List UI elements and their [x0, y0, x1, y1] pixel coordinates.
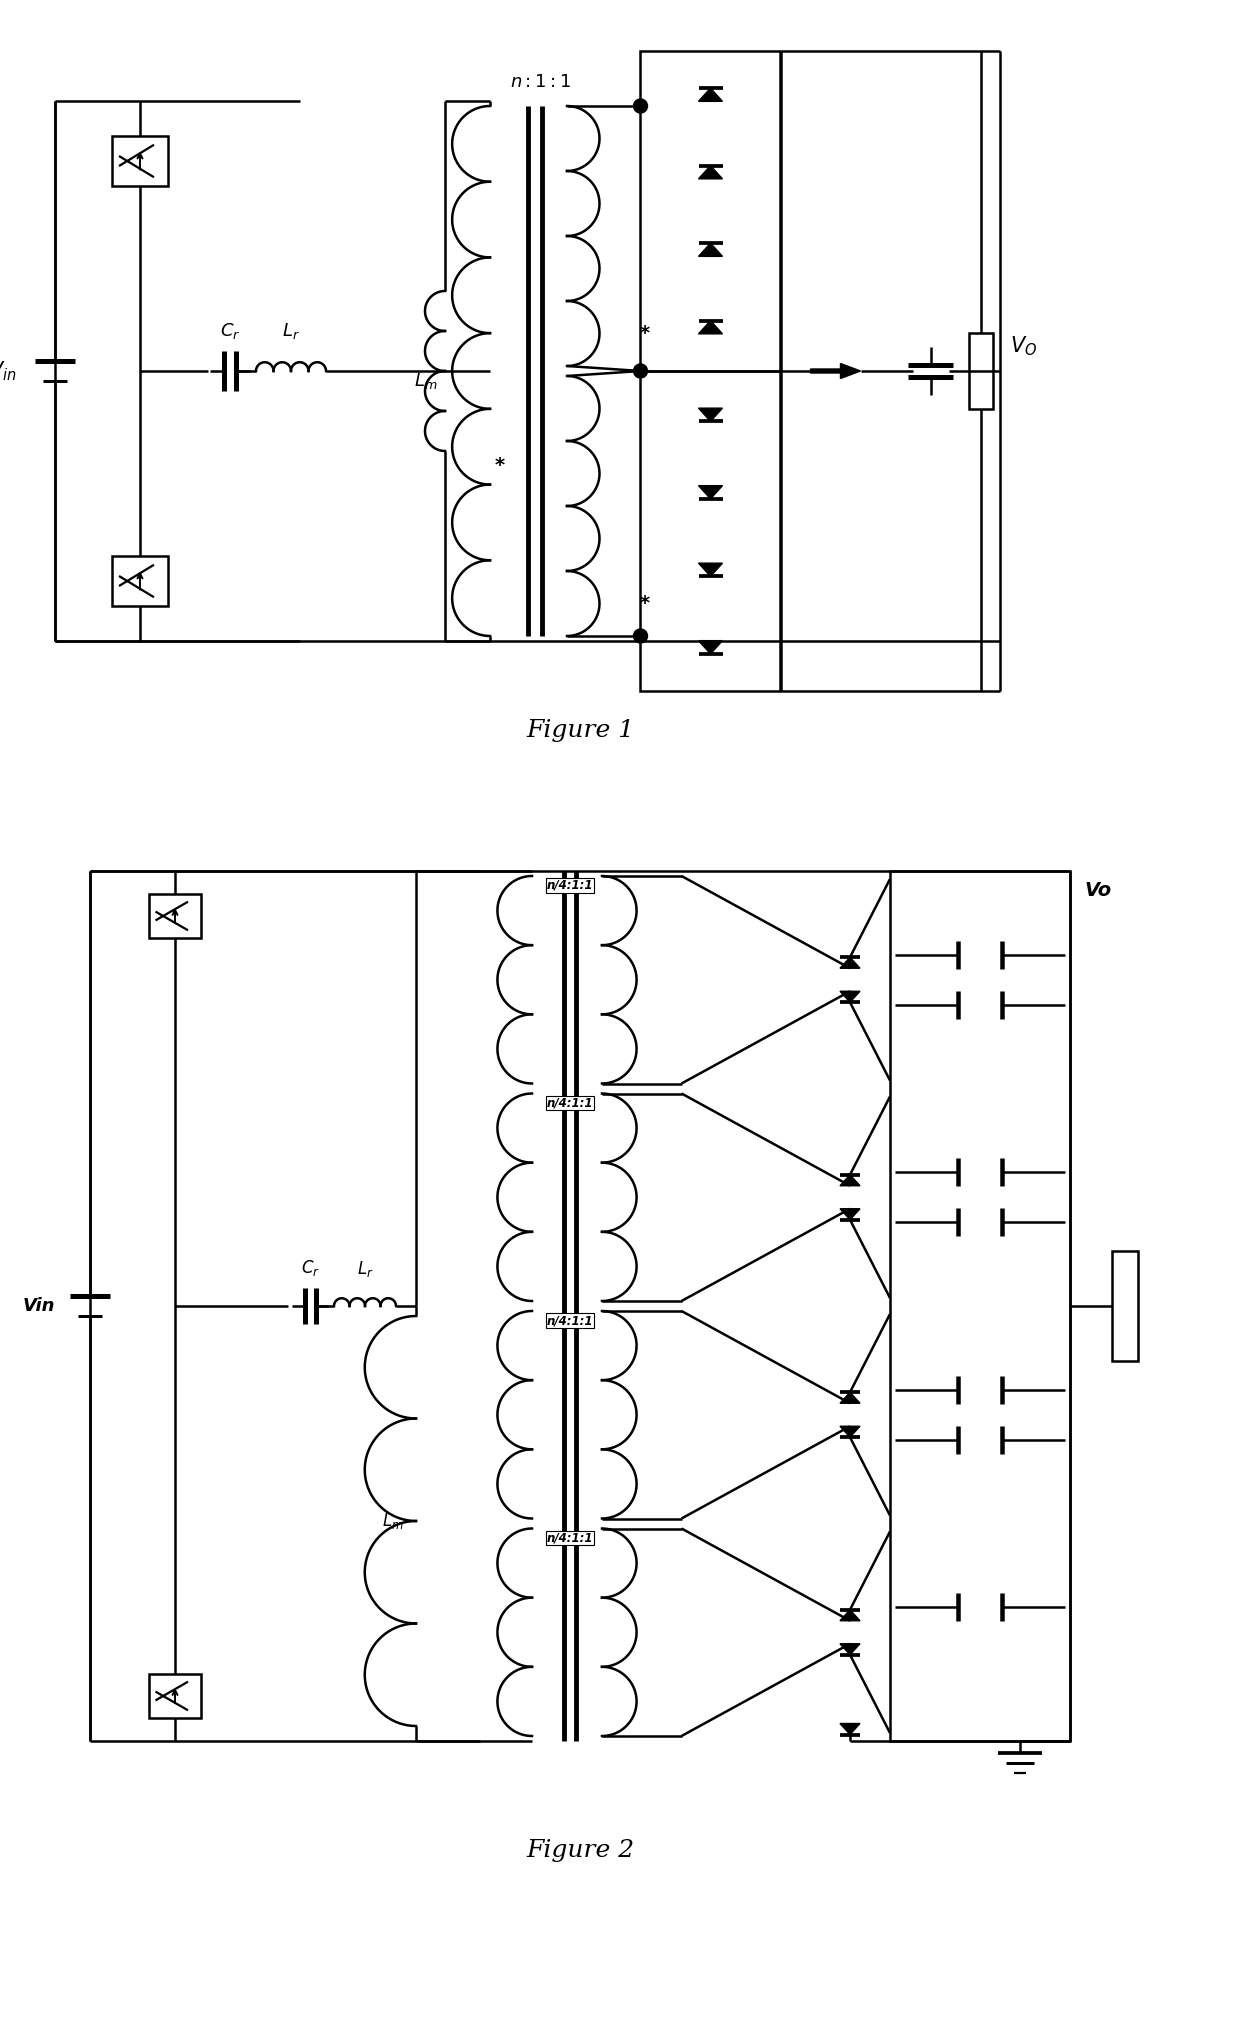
Polygon shape [698, 485, 723, 499]
Text: n/4:1:1: n/4:1:1 [547, 1314, 593, 1328]
Text: n/4:1:1: n/4:1:1 [547, 1097, 593, 1110]
Text: n/4:1:1: n/4:1:1 [547, 879, 593, 891]
Circle shape [634, 629, 647, 643]
Text: $L_r$: $L_r$ [357, 1259, 373, 1279]
Polygon shape [698, 408, 723, 420]
Polygon shape [839, 1611, 861, 1621]
Text: $L_r$: $L_r$ [281, 321, 300, 342]
Bar [641, 51, 780, 372]
Bar [890, 871, 1070, 1740]
Polygon shape [839, 1392, 861, 1403]
Polygon shape [698, 641, 723, 655]
Polygon shape [698, 321, 723, 333]
Text: $C_r$: $C_r$ [219, 321, 241, 342]
Text: $L_m$: $L_m$ [382, 1512, 404, 1532]
Bar [1112, 1251, 1138, 1360]
Polygon shape [839, 958, 861, 968]
Text: Figure 1: Figure 1 [526, 719, 634, 742]
Text: Figure 2: Figure 2 [526, 1839, 634, 1863]
Text: $C_r$: $C_r$ [300, 1257, 320, 1277]
Polygon shape [839, 1724, 861, 1734]
Circle shape [634, 99, 647, 113]
Text: *: * [640, 594, 650, 612]
Polygon shape [698, 243, 723, 257]
Polygon shape [839, 990, 861, 1002]
FancyArrow shape [811, 364, 861, 378]
Polygon shape [698, 166, 723, 178]
Polygon shape [839, 1427, 861, 1437]
Text: $V_O$: $V_O$ [1011, 333, 1038, 358]
Bar [149, 893, 201, 938]
Polygon shape [698, 564, 723, 576]
Text: Vo: Vo [1085, 881, 1112, 901]
Bar [112, 556, 167, 606]
Bar [641, 372, 780, 691]
Bar [149, 1673, 201, 1718]
Polygon shape [839, 1174, 861, 1186]
Text: *: * [495, 457, 505, 475]
Circle shape [634, 364, 647, 378]
Polygon shape [698, 89, 723, 101]
Polygon shape [839, 1209, 861, 1221]
Text: $n:1:1$: $n:1:1$ [510, 73, 570, 91]
Text: $L_m$: $L_m$ [413, 372, 436, 390]
Polygon shape [839, 1643, 861, 1655]
Text: Vin: Vin [22, 1297, 55, 1316]
Text: n/4:1:1: n/4:1:1 [547, 1532, 593, 1544]
Text: *: * [640, 323, 650, 344]
Bar [968, 333, 992, 408]
Bar [112, 135, 167, 186]
Text: $V_{in}$: $V_{in}$ [0, 360, 17, 382]
